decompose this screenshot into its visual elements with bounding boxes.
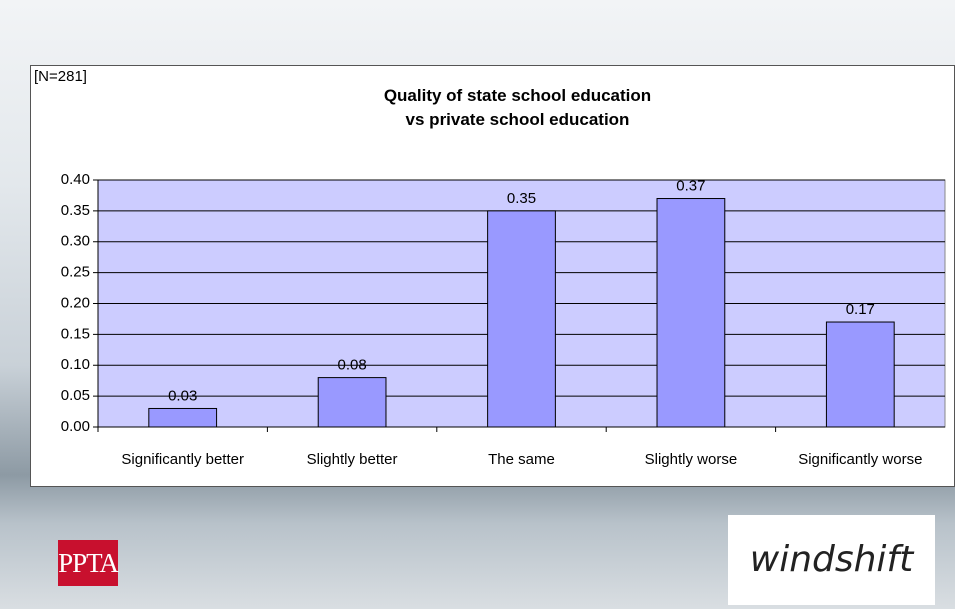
x-tick-label: Slightly better: [307, 451, 398, 468]
bar: [825, 321, 895, 428]
bar: [148, 407, 218, 428]
ppta-logo: PPTA: [58, 540, 119, 586]
y-tick-label: 0.20: [61, 294, 90, 311]
y-tick-label: 0.40: [61, 171, 90, 188]
x-tick-label: The same: [488, 451, 555, 468]
y-tick-label: 0.05: [61, 387, 90, 404]
y-tick-label: 0.10: [61, 356, 90, 373]
y-tick-label: 0.35: [61, 202, 90, 219]
sample-note: [N=281]: [34, 68, 87, 85]
y-tick-label: 0.00: [61, 418, 90, 435]
y-tick-label: 0.30: [61, 233, 90, 250]
x-tick-label: Significantly better: [121, 451, 244, 468]
chart-title: Quality of state school education vs pri…: [383, 86, 652, 129]
bar: [656, 198, 726, 428]
y-tick-label: 0.25: [61, 264, 90, 281]
y-tick-label: 0.15: [61, 325, 90, 342]
data-label: 0.37: [676, 177, 705, 194]
x-tick-label: Slightly worse: [645, 451, 738, 468]
bar: [317, 377, 387, 428]
data-label: 0.35: [507, 190, 536, 207]
bar: [487, 210, 556, 428]
x-tick-label: Significantly worse: [798, 451, 922, 468]
data-label: 0.17: [846, 301, 875, 318]
data-label: 0.08: [337, 357, 366, 374]
data-label: 0.03: [168, 387, 197, 404]
windshift-logo: windshift: [728, 515, 935, 605]
